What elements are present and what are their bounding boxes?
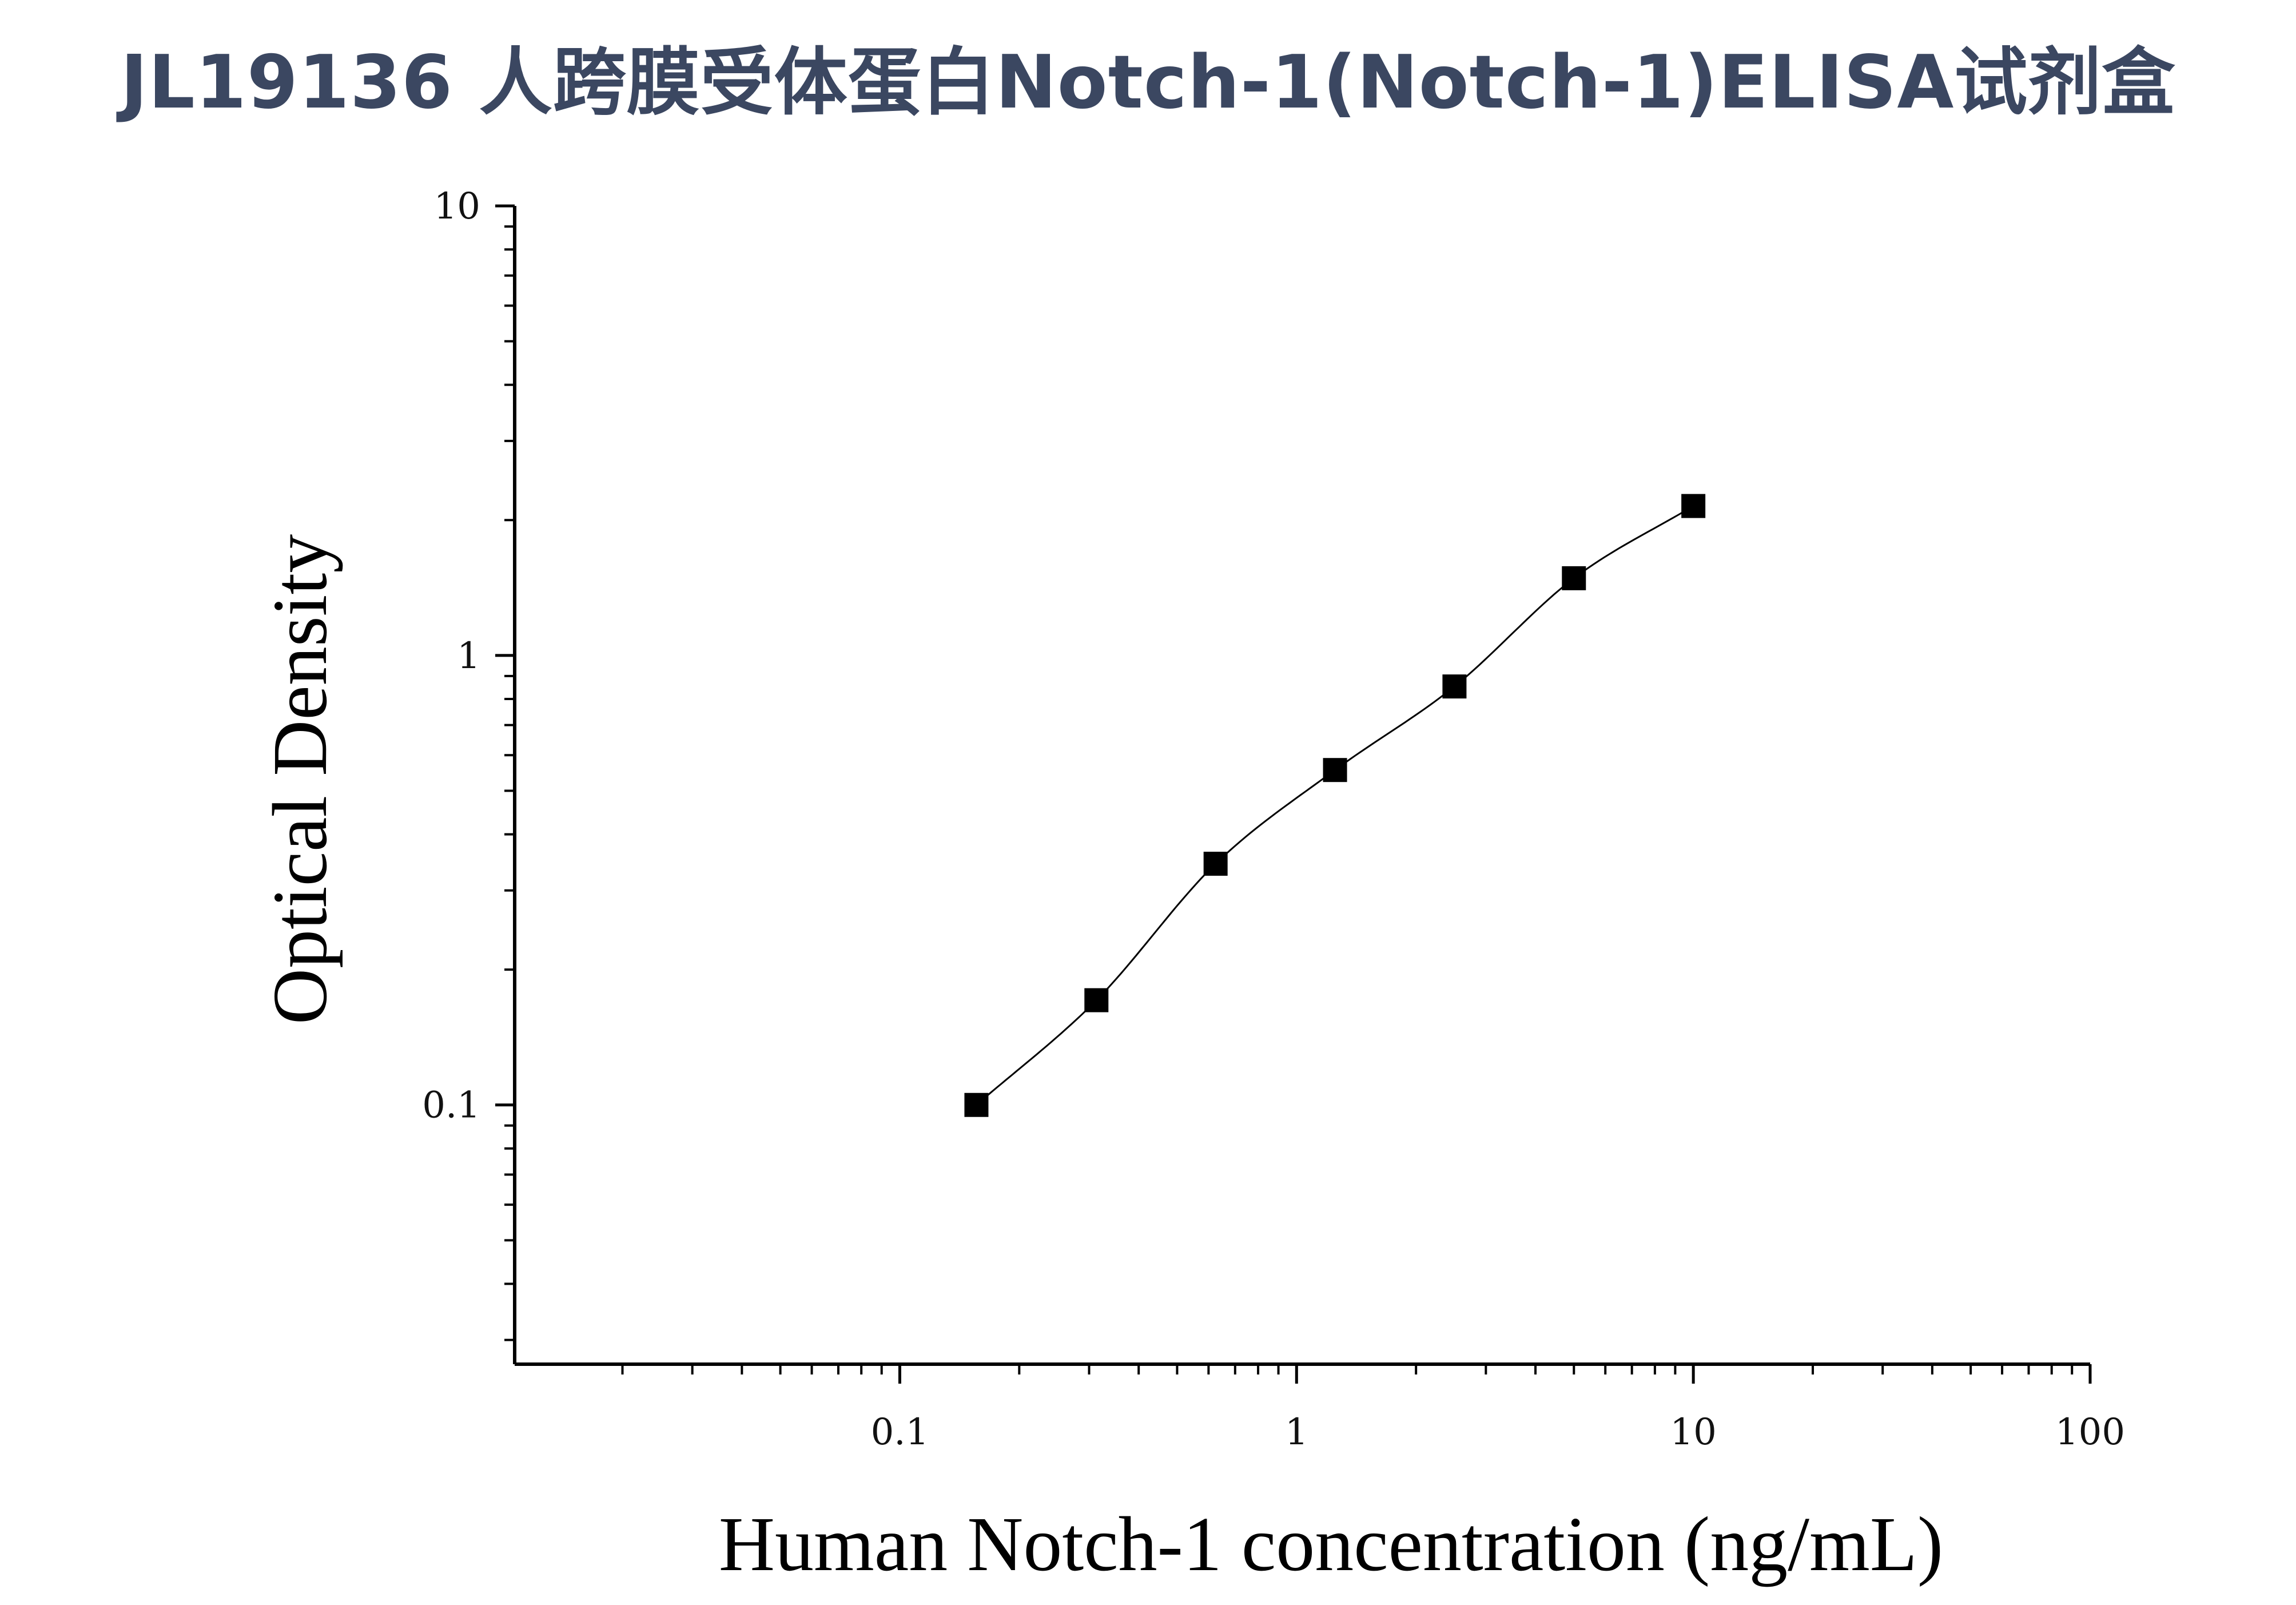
fit-curve-line: [976, 505, 1694, 1106]
data-point: [1681, 494, 1706, 518]
data-point: [1562, 566, 1586, 590]
axes-layer: 0.1 1 10 100 0.1 1 10: [422, 185, 2125, 1453]
data-point: [1203, 852, 1228, 876]
data-points-layer: [964, 494, 1706, 1117]
data-point: [964, 1092, 989, 1117]
data-point: [1323, 758, 1347, 782]
data-point: [1084, 988, 1109, 1012]
x-tick-label: 1: [1285, 1411, 1308, 1453]
y-tick-label: 1: [457, 635, 480, 677]
x-tick-label: 10: [1670, 1411, 1716, 1453]
x-tick-label: 0.1: [871, 1411, 929, 1453]
y-axis-title: Optical Density: [257, 534, 343, 1024]
y-tick-label: 0.1: [422, 1084, 480, 1127]
page-title: JL19136 人跨膜受体蛋白Notch-1(Notch-1)ELISA试剂盒: [120, 40, 2176, 125]
x-tick-label: 100: [2055, 1411, 2125, 1453]
fit-curve-layer: [976, 505, 1694, 1106]
data-point: [1442, 674, 1467, 699]
x-axis-title: Human Notch-1 concentration (ng/mL): [719, 1501, 1943, 1587]
y-tick-label: 10: [434, 185, 480, 228]
